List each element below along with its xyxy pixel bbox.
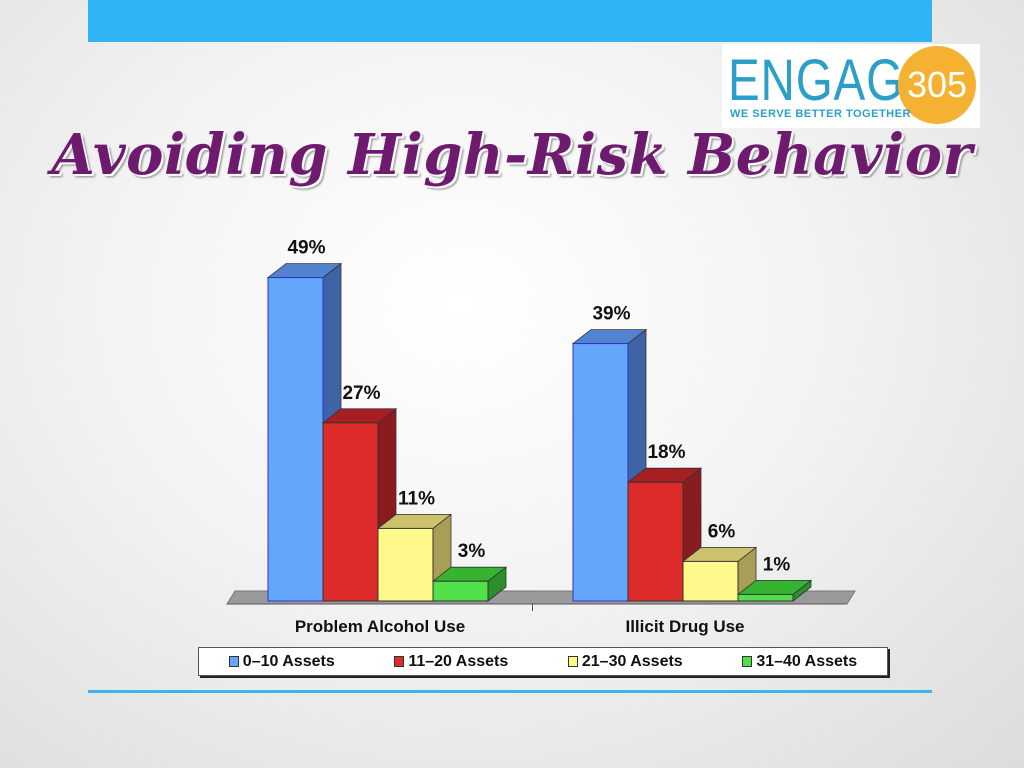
legend-item: 0–10 Assets [228, 652, 335, 671]
legend-item: 11–20 Assets [394, 653, 508, 671]
slide-title: Avoiding High-Risk Behavior [51, 122, 973, 188]
engage-305-logo: ENGAGE 305 WE SERVE BETTER TOGETHER [722, 44, 980, 128]
legend-swatch [742, 656, 753, 667]
top-accent-bar [88, 0, 932, 42]
data-label-1-31-40-assets: 1% [763, 554, 791, 575]
legend-label: 21–30 Assets [581, 652, 683, 670]
data-label-1-0-10-assets: 39% [592, 304, 630, 325]
legend-label: 0–10 Assets [242, 652, 335, 670]
bar-1-31-40-assets [737, 593, 794, 602]
bar-1-21-30-assets [682, 560, 739, 602]
logo-number-circle: 305 [898, 46, 976, 124]
data-label-0-21-30-assets: 11% [398, 488, 435, 509]
chart-legend: 0–10 Assets 11–20 Assets 21–30 Assets 31–40… [198, 647, 888, 676]
data-label-1-21-30-assets: 6% [708, 521, 736, 542]
bar-1-11-20-assets [627, 481, 684, 602]
data-label-0-11-20-assets: 27% [342, 383, 380, 404]
bar-0-31-40-assets [432, 580, 489, 602]
data-label-0-31-40-assets: 3% [458, 541, 486, 562]
data-label-0-0-10-assets: 49% [287, 238, 325, 259]
category-label-1: Illicit Drug Use [625, 617, 744, 636]
legend-item: 21–30 Assets [567, 652, 683, 671]
legend-label: 11–20 Assets [408, 652, 509, 670]
bar-0-0-10-assets [267, 277, 324, 602]
category-label-0: Problem Alcohol Use [295, 617, 465, 636]
bar-0-21-30-assets [377, 527, 434, 602]
bar-0-11-20-assets [322, 422, 379, 602]
bottom-divider-line [88, 690, 932, 693]
logo-tagline: WE SERVE BETTER TOGETHER [730, 108, 911, 120]
legend-swatch [228, 656, 239, 667]
legend-swatch [567, 656, 578, 667]
legend-item: 31–40 Assets [742, 653, 857, 671]
legend-label: 31–40 Assets [756, 652, 858, 670]
bar-1-0-10-assets [572, 343, 629, 602]
bar-chart: 49% 27% 11% 3% Problem Alcohol Use 39% 18% 6% 1%… [226, 238, 856, 636]
legend-swatch [394, 656, 405, 667]
data-label-1-11-20-assets: 18% [647, 442, 685, 463]
